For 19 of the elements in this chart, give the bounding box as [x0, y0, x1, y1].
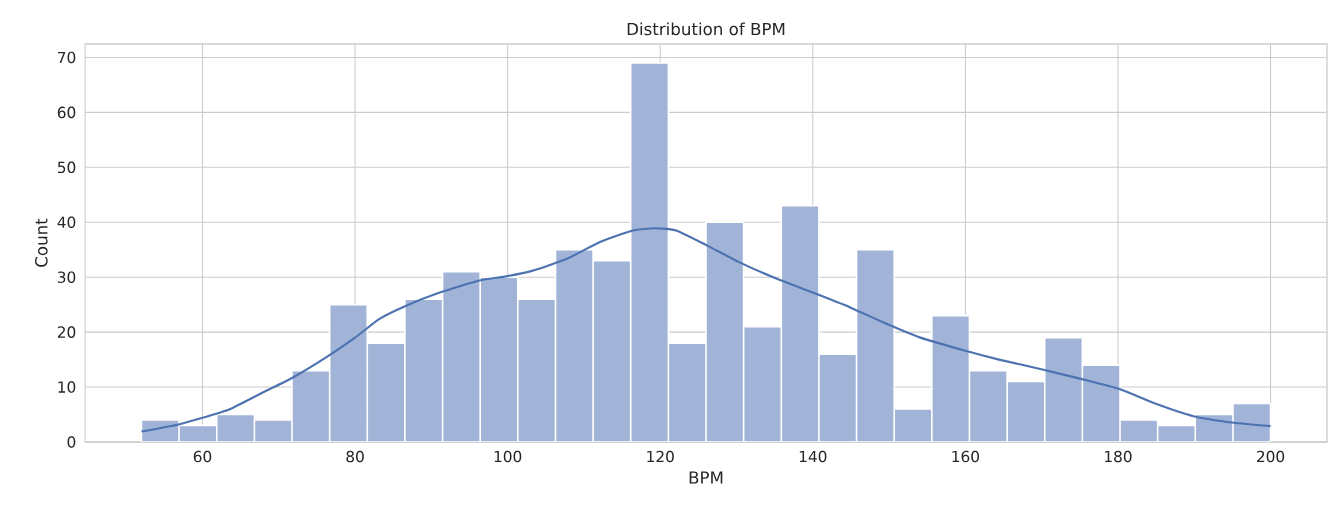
y-tick-label: 10 — [58, 381, 76, 393]
x-tick-label: 180 — [1105, 450, 1132, 463]
y-axis-title: Count — [35, 218, 48, 267]
y-tick-label: 30 — [57, 271, 76, 283]
chart-title: Distribution of BPM — [627, 22, 785, 36]
x-tick-label: 200 — [1257, 450, 1285, 463]
x-tick-label: 100 — [494, 450, 522, 463]
y-tick-label: 20 — [57, 326, 76, 338]
x-tick-label: 140 — [799, 450, 827, 463]
x-tick-label: 80 — [346, 450, 364, 463]
x-tick-label: 160 — [952, 450, 979, 463]
y-tick-label: 60 — [57, 106, 76, 119]
y-tick-label: 50 — [57, 161, 76, 174]
y-tick-label: 0 — [67, 436, 76, 448]
x-tick-label: 60 — [193, 450, 212, 463]
y-tick-label: 40 — [57, 216, 76, 229]
x-axis-title: BPM — [689, 471, 723, 484]
y-tick-label: 70 — [58, 51, 76, 64]
x-tick-label: 120 — [647, 450, 674, 463]
